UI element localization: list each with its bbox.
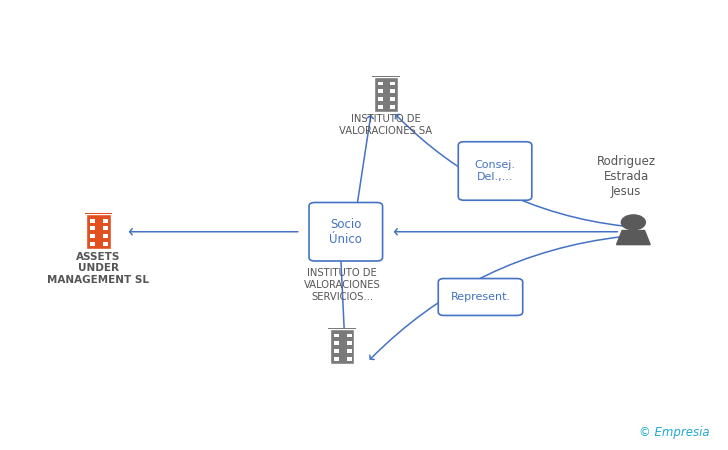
Bar	[390, 105, 395, 108]
Bar	[378, 105, 383, 108]
Polygon shape	[617, 230, 650, 245]
Bar	[347, 357, 352, 360]
Text: ASSETS
UNDER
MANAGEMENT SL: ASSETS UNDER MANAGEMENT SL	[47, 252, 149, 285]
Bar	[390, 97, 395, 101]
Bar	[103, 234, 108, 238]
Bar	[103, 226, 108, 230]
Bar	[347, 349, 352, 353]
Bar	[347, 333, 352, 338]
Bar	[103, 219, 108, 223]
Bar	[330, 329, 355, 364]
FancyBboxPatch shape	[309, 202, 383, 261]
Bar	[90, 242, 95, 246]
Bar	[90, 234, 95, 238]
Bar	[90, 226, 95, 230]
Bar	[373, 77, 398, 112]
Bar	[334, 349, 339, 353]
Text: © Еmpresia: © Еmpresia	[639, 426, 710, 439]
Circle shape	[622, 215, 646, 230]
Bar	[378, 81, 383, 86]
Text: Represent.: Represent.	[451, 292, 510, 302]
Bar	[86, 214, 111, 249]
Text: INSTITUTO DE
VALORACIONES SA: INSTITUTO DE VALORACIONES SA	[339, 114, 432, 136]
Bar	[372, 76, 400, 77]
Bar	[347, 341, 352, 345]
Bar	[378, 89, 383, 93]
Bar	[103, 242, 108, 246]
Bar	[334, 333, 339, 338]
Text: Socio
Único: Socio Único	[329, 218, 363, 246]
Bar	[84, 213, 112, 214]
Bar	[328, 328, 356, 329]
Bar	[334, 341, 339, 345]
Text: Rodriguez
Estrada
Jesus: Rodriguez Estrada Jesus	[596, 155, 656, 198]
Bar	[90, 219, 95, 223]
Text: INSTITUTO DE
VALORACIONES
SERVICIOS...: INSTITUTO DE VALORACIONES SERVICIOS...	[304, 268, 381, 302]
FancyBboxPatch shape	[438, 279, 523, 315]
Bar	[390, 89, 395, 93]
Bar	[334, 357, 339, 360]
Text: Consej.
Del.,...: Consej. Del.,...	[475, 160, 515, 182]
Bar	[390, 81, 395, 86]
FancyBboxPatch shape	[459, 142, 531, 200]
Bar	[378, 97, 383, 101]
